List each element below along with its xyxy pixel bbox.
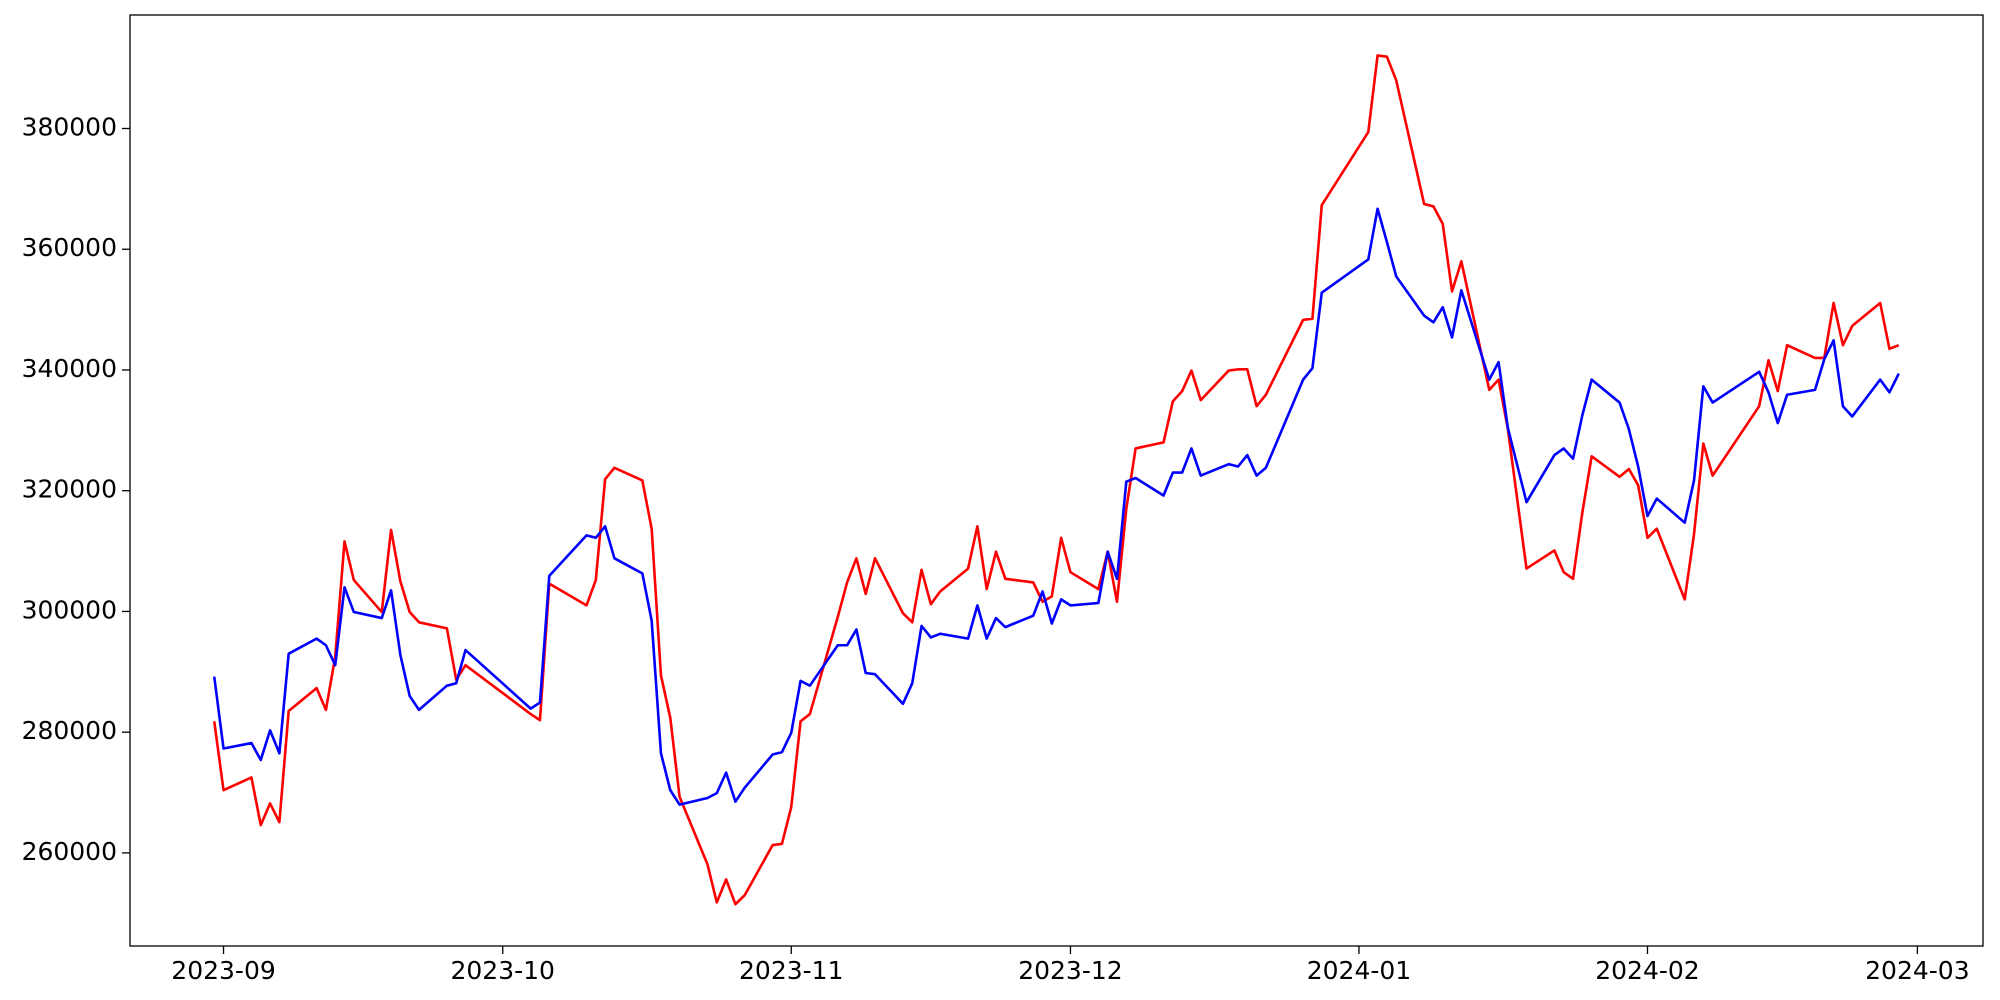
x-tick-label: 2023-09 — [171, 956, 275, 985]
y-tick-label: 360000 — [22, 233, 117, 262]
y-tick-label: 280000 — [22, 716, 117, 745]
x-tick-label: 2023-12 — [1018, 956, 1122, 985]
x-tick-label: 2023-11 — [739, 956, 843, 985]
line-series — [212, 207, 1900, 806]
y-tick-label: 300000 — [22, 595, 117, 624]
x-tick-label: 2024-02 — [1595, 956, 1699, 985]
y-tick-label: 380000 — [22, 112, 117, 141]
y-tick-label: 260000 — [22, 837, 117, 866]
line-series — [212, 54, 1900, 906]
y-tick-label: 320000 — [22, 475, 117, 504]
x-tick-label: 2024-03 — [1865, 956, 1969, 985]
x-tick-label: 2024-01 — [1307, 956, 1411, 985]
plot-frame — [129, 14, 1984, 947]
x-tick-label: 2023-10 — [451, 956, 555, 985]
y-tick-label: 340000 — [22, 354, 117, 383]
